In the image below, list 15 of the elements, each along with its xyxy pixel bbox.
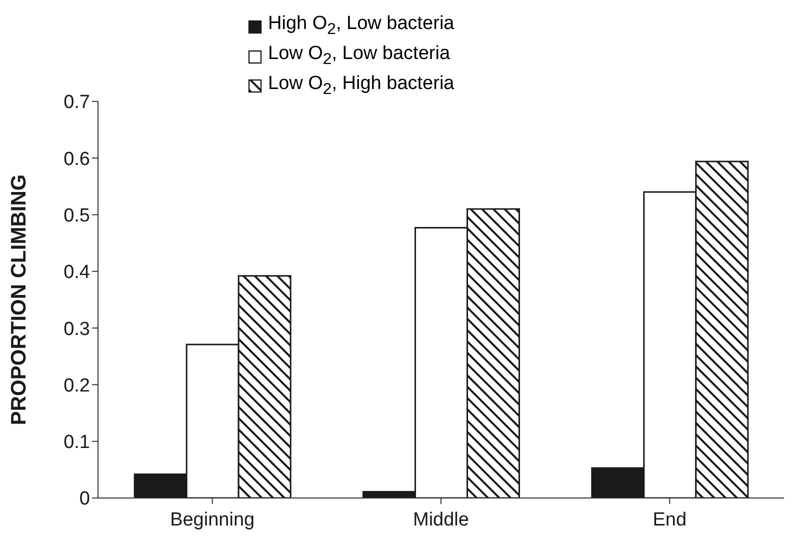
- y-tick-label: 0.1: [64, 432, 90, 454]
- y-tick-label: 0.4: [64, 262, 90, 284]
- y-tick-label: 0.7: [64, 92, 90, 114]
- legend-label: High O$_{2}$, Low bacteria: [268, 12, 454, 40]
- y-tick-label: 0.2: [64, 375, 90, 396]
- y-tick-label: 0.6: [64, 148, 90, 170]
- legend-label: Low O$_{2}$, Low bacteria: [268, 42, 450, 70]
- x-tick-label: Middle: [413, 509, 469, 530]
- y-tick-label: 0.5: [64, 205, 90, 226]
- y-tick-label: 0.3: [64, 318, 90, 340]
- x-tick-label: Beginning: [170, 509, 255, 530]
- y-tick-label: 0: [79, 488, 90, 510]
- legend-label: Low O$_{2}$, High bacteria: [268, 72, 454, 100]
- y-axis-title: PROPORTION CLIMBING: [7, 174, 30, 426]
- x-tick-label: End: [652, 509, 687, 530]
